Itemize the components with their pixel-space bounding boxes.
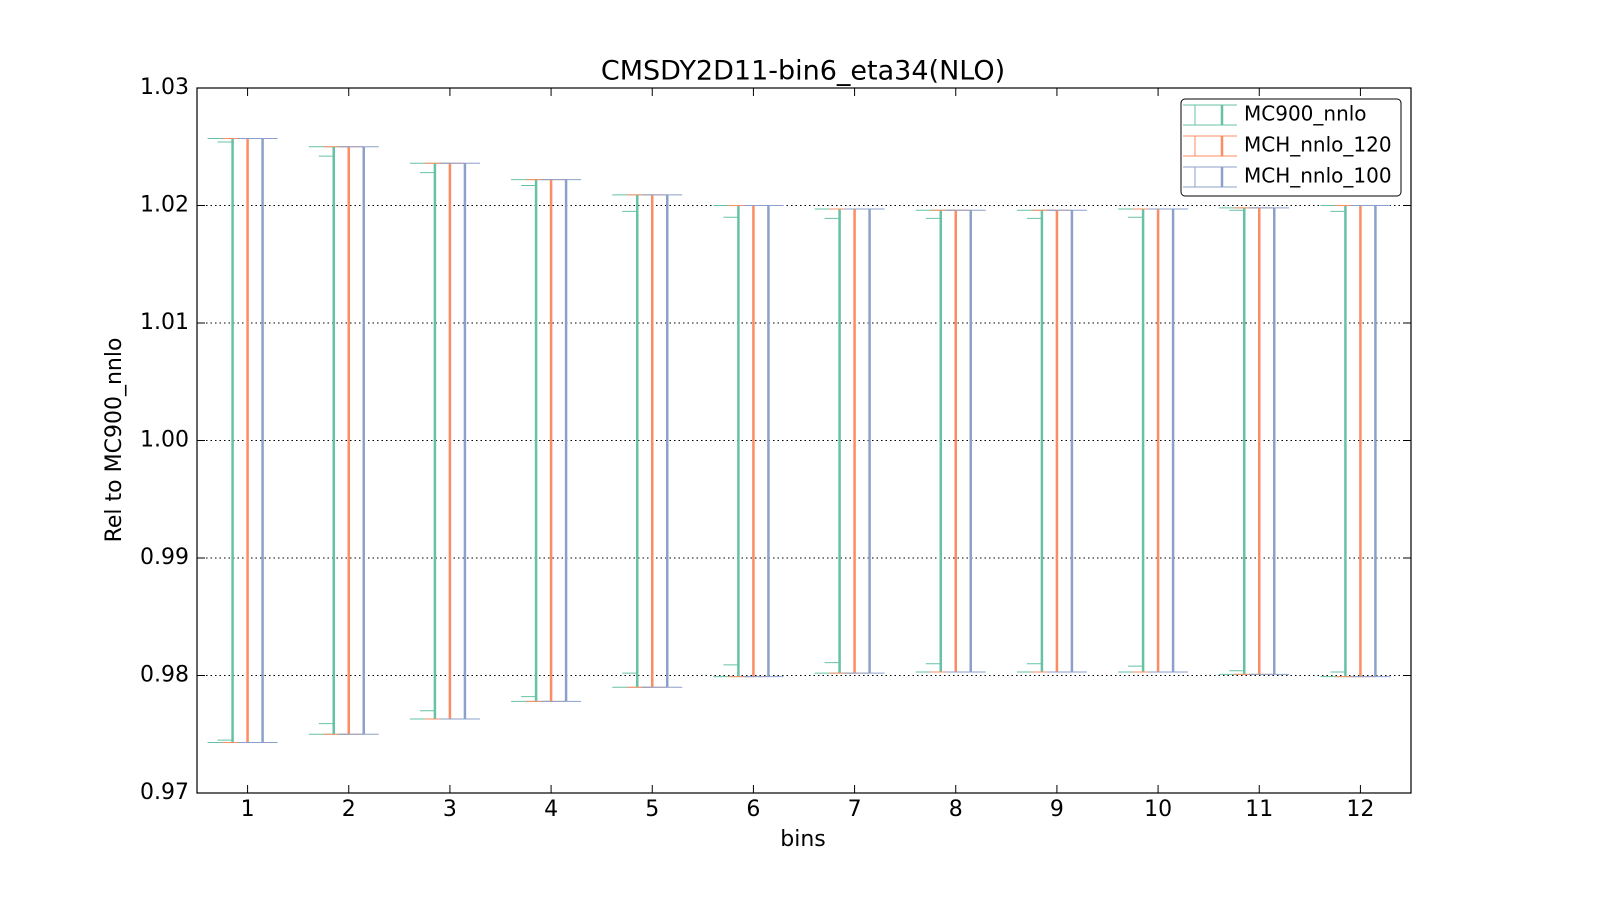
x-tick-label: 2 [342,797,356,822]
x-axis-label: bins [780,827,825,852]
y-tick-label: 1.02 [140,193,189,218]
y-tick-label: 0.98 [140,663,189,688]
legend-label: MCH_nnlo_120 [1244,133,1392,157]
y-tick-label: 1.00 [140,428,189,453]
y-tick-label: 1.03 [140,75,189,100]
y-tick-label: 0.97 [140,780,189,805]
x-tick-label: 3 [443,797,457,822]
legend-label: MC900_nnlo [1244,102,1367,126]
x-tick-label: 9 [1050,797,1064,822]
x-tick-label: 12 [1346,797,1374,822]
x-tick-label: 6 [746,797,760,822]
plot-frame [196,87,1412,794]
legend-box [1180,98,1402,197]
chart-title: CMSDY2D11-bin6_eta34(NLO) [601,56,1005,87]
x-tick-label: 1 [241,797,255,822]
y-tick-label: 0.99 [140,545,189,570]
y-axis-label: Rel to MC900_nnlo [102,338,127,543]
x-tick-label: 7 [848,797,862,822]
legend-label: MCH_nnlo_100 [1244,164,1392,188]
y-tick-label: 1.01 [140,310,189,335]
x-tick-label: 8 [949,797,963,822]
x-tick-label: 5 [645,797,659,822]
x-tick-label: 10 [1144,797,1172,822]
x-tick-label: 11 [1245,797,1273,822]
x-tick-label: 4 [544,797,558,822]
